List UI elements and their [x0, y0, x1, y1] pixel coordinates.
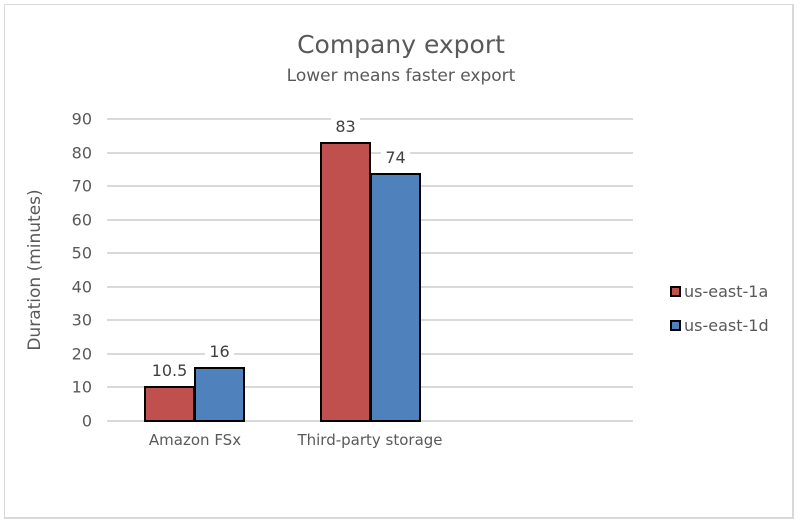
y-tick-label: 20: [71, 344, 92, 364]
y-tick-label: 80: [71, 143, 92, 163]
legend-item-us-east-1d: us-east-1d: [670, 316, 769, 335]
legend-item-us-east-1a: us-east-1a: [670, 282, 768, 301]
y-tick-label: 70: [71, 176, 92, 196]
chart-title: Company export: [297, 30, 505, 59]
chart-frame: [4, 4, 794, 519]
legend-swatch-icon: [670, 286, 681, 297]
x-category-label: Amazon FSx: [148, 431, 242, 449]
y-tick-label: 90: [71, 109, 92, 129]
y-tick-label: 50: [71, 243, 92, 263]
y-tick-label: 40: [71, 277, 92, 297]
legend-label: us-east-1a: [684, 282, 769, 301]
y-tick-label: 60: [71, 210, 92, 230]
y-tick-label: 30: [71, 310, 92, 330]
chart-subtitle: Lower means faster export: [286, 66, 516, 86]
gridline: [107, 118, 633, 120]
bar-us-east-1d: [194, 367, 245, 422]
legend-swatch-icon: [670, 320, 681, 331]
y-axis-label: Duration (minutes): [25, 189, 45, 351]
bar-us-east-1d: [370, 172, 421, 422]
bar-us-east-1a: [144, 385, 195, 422]
data-label: 83: [331, 117, 360, 137]
y-tick-label: 0: [81, 411, 92, 431]
data-label: 10.5: [147, 360, 192, 380]
data-label: 16: [205, 342, 234, 362]
y-tick-label: 10: [71, 377, 92, 397]
x-category-label: Third-party storage: [297, 431, 443, 449]
legend-label: us-east-1d: [684, 316, 769, 335]
data-label: 74: [381, 147, 410, 167]
bar-us-east-1a: [320, 142, 371, 422]
